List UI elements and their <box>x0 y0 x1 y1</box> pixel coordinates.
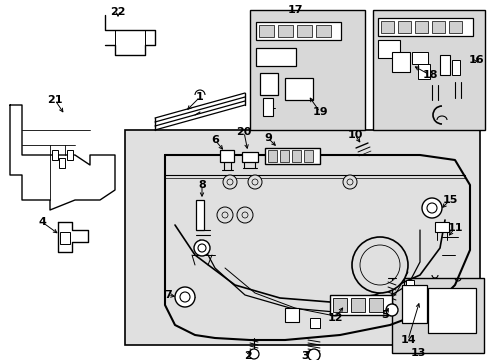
Circle shape <box>247 175 262 189</box>
Text: 7: 7 <box>164 290 171 300</box>
Circle shape <box>175 287 195 307</box>
Bar <box>304 150 312 162</box>
Bar <box>377 40 399 58</box>
Bar <box>391 278 483 353</box>
Bar <box>220 150 234 162</box>
Circle shape <box>237 207 252 223</box>
Circle shape <box>351 237 407 293</box>
Bar <box>350 298 364 312</box>
Bar <box>125 130 479 345</box>
Bar <box>401 285 426 323</box>
Text: 16: 16 <box>467 55 483 65</box>
Bar <box>267 150 276 162</box>
Circle shape <box>194 240 209 256</box>
Circle shape <box>222 212 227 218</box>
Text: 12: 12 <box>326 313 342 323</box>
Bar <box>315 25 330 37</box>
Circle shape <box>180 292 190 302</box>
Circle shape <box>307 349 319 360</box>
Circle shape <box>342 175 356 189</box>
Text: 20: 20 <box>236 127 251 137</box>
Text: 4: 4 <box>38 217 46 227</box>
Bar <box>59 158 65 168</box>
Bar <box>52 150 58 160</box>
Text: 8: 8 <box>198 180 205 190</box>
Text: 18: 18 <box>421 70 437 80</box>
Text: 5: 5 <box>381 310 388 320</box>
Text: 6: 6 <box>211 135 219 145</box>
Bar <box>285 308 298 322</box>
Circle shape <box>226 179 232 185</box>
Bar <box>291 150 301 162</box>
Bar <box>280 150 288 162</box>
Text: 17: 17 <box>286 5 302 15</box>
Bar <box>434 222 448 232</box>
Bar <box>377 18 472 36</box>
Circle shape <box>242 212 247 218</box>
Circle shape <box>251 179 258 185</box>
Text: 21: 21 <box>47 95 62 105</box>
Text: 2: 2 <box>244 351 251 360</box>
Text: 11: 11 <box>447 223 462 233</box>
Bar <box>256 48 295 66</box>
Bar <box>431 21 444 33</box>
Bar <box>309 318 319 328</box>
Bar <box>439 55 449 75</box>
Bar <box>391 52 409 72</box>
Bar <box>296 25 311 37</box>
Text: 10: 10 <box>346 130 362 140</box>
Circle shape <box>217 207 232 223</box>
Bar <box>411 52 427 64</box>
Bar <box>417 64 429 79</box>
Text: 9: 9 <box>264 133 271 143</box>
Circle shape <box>359 245 399 285</box>
Bar <box>332 298 346 312</box>
Circle shape <box>346 179 352 185</box>
Bar <box>451 60 459 75</box>
Bar <box>263 98 272 116</box>
Bar <box>397 21 410 33</box>
Bar <box>60 232 70 244</box>
Bar <box>368 298 382 312</box>
Bar <box>260 73 278 95</box>
Bar <box>67 150 73 160</box>
Bar <box>285 78 312 100</box>
Circle shape <box>198 244 205 252</box>
Bar <box>380 21 393 33</box>
Bar <box>264 148 319 164</box>
Text: 22: 22 <box>110 7 125 17</box>
Text: 14: 14 <box>399 335 415 345</box>
Text: 19: 19 <box>311 107 327 117</box>
Bar <box>256 22 340 40</box>
Bar <box>278 25 292 37</box>
Text: 15: 15 <box>442 195 457 205</box>
Bar <box>427 288 475 333</box>
Text: 1: 1 <box>196 92 203 102</box>
Bar <box>196 200 203 230</box>
Bar <box>249 10 364 130</box>
Bar <box>242 152 258 162</box>
Circle shape <box>385 304 397 316</box>
Bar <box>448 21 461 33</box>
Bar <box>372 10 484 130</box>
Text: 3: 3 <box>301 351 308 360</box>
Bar <box>259 25 273 37</box>
Circle shape <box>426 203 436 213</box>
Bar <box>329 295 391 315</box>
Bar <box>405 280 413 285</box>
Text: 13: 13 <box>409 348 425 358</box>
Bar <box>414 21 427 33</box>
Circle shape <box>421 198 441 218</box>
Circle shape <box>248 349 259 359</box>
Circle shape <box>223 175 237 189</box>
